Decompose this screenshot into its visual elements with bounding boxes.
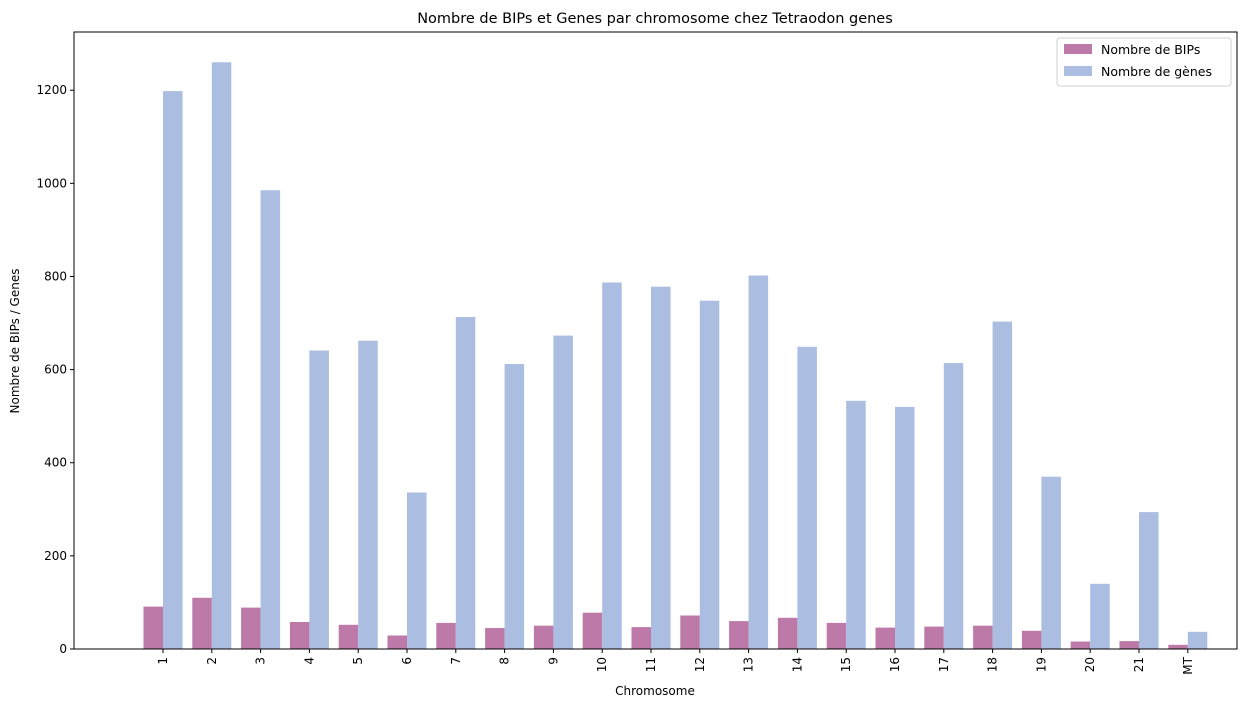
y-tick-label-0: 0 bbox=[59, 642, 67, 656]
bar-genes-15 bbox=[846, 400, 866, 649]
y-tick-label-600: 600 bbox=[44, 363, 67, 377]
legend-swatch-bips bbox=[1064, 44, 1092, 54]
bar-genes-4 bbox=[309, 350, 329, 649]
x-tick-label-7: 7 bbox=[449, 657, 463, 665]
bar-bips-6 bbox=[387, 635, 407, 649]
bar-genes-2 bbox=[211, 62, 232, 650]
bar-bips-12 bbox=[680, 615, 700, 649]
x-tick-label-3: 3 bbox=[254, 657, 268, 665]
bar-bips-15 bbox=[826, 622, 847, 649]
x-axis-ticks: 1 2 3 4 5 6 7 8 9 10 11 12 13 14 15 16 17 18 19 20 21 MT bbox=[156, 649, 1195, 675]
bar-genes-mt bbox=[1187, 631, 1208, 649]
legend: Nombre de BIPs Nombre de gènes bbox=[1056, 37, 1232, 87]
bar-genes-6 bbox=[407, 492, 427, 649]
bar-genes-1 bbox=[163, 91, 183, 650]
y-tick-label-800: 800 bbox=[44, 269, 67, 283]
bar-genes-18 bbox=[992, 321, 1013, 649]
bar-genes-12 bbox=[699, 300, 720, 649]
x-tick-label-15: 15 bbox=[839, 657, 853, 672]
bar-bips-3 bbox=[241, 607, 261, 649]
bar-bips-5 bbox=[338, 624, 359, 649]
bar-genes-3 bbox=[260, 190, 281, 650]
x-tick-label-19: 19 bbox=[1034, 657, 1048, 672]
bar-genes-11 bbox=[651, 286, 671, 649]
x-tick-label-20: 20 bbox=[1083, 657, 1097, 672]
y-axis-ticks: 0 200 400 600 800 1000 1200 bbox=[36, 83, 74, 656]
bar-bips-18 bbox=[973, 625, 993, 649]
bar-bips-2 bbox=[192, 597, 212, 649]
bar-bips-16 bbox=[875, 627, 895, 649]
x-tick-label-17: 17 bbox=[937, 657, 951, 672]
x-tick-label-9: 9 bbox=[546, 657, 560, 665]
x-tick-label-13: 13 bbox=[742, 657, 756, 672]
bar-bips-8 bbox=[485, 628, 505, 649]
plot-frame bbox=[73, 31, 1238, 650]
x-tick-label-10: 10 bbox=[595, 657, 609, 672]
legend-frame bbox=[1056, 37, 1232, 87]
x-tick-label-2: 2 bbox=[205, 657, 219, 665]
x-tick-label-12: 12 bbox=[693, 657, 707, 672]
bar-genes-8 bbox=[504, 364, 525, 649]
bar-bips-21 bbox=[1119, 641, 1139, 649]
x-tick-label-18: 18 bbox=[986, 657, 1000, 672]
bar-bips-20 bbox=[1070, 641, 1091, 649]
x-tick-label-11: 11 bbox=[644, 657, 658, 672]
x-tick-label-14: 14 bbox=[790, 657, 804, 672]
bar-bips-mt bbox=[1168, 644, 1188, 649]
bar-genes-21 bbox=[1139, 512, 1159, 649]
bar-bips-19 bbox=[1021, 630, 1042, 649]
bar-genes-7 bbox=[455, 317, 476, 649]
bar-genes-10 bbox=[602, 282, 622, 649]
bar-bips-17 bbox=[924, 626, 944, 649]
x-tick-label-8: 8 bbox=[498, 657, 512, 665]
x-axis-title: Chromosome bbox=[615, 684, 695, 698]
bar-genes-5 bbox=[358, 340, 378, 649]
y-tick-label-1000: 1000 bbox=[36, 176, 67, 190]
bar-genes-20 bbox=[1090, 583, 1110, 649]
bar-bips-1 bbox=[143, 606, 163, 649]
y-tick-label-200: 200 bbox=[44, 549, 67, 563]
y-tick-label-1200: 1200 bbox=[36, 83, 67, 97]
legend-label-bips: Nombre de BIPs bbox=[1101, 42, 1200, 57]
bar-bips-10 bbox=[582, 612, 603, 649]
bar-genes-17 bbox=[943, 363, 964, 649]
x-tick-label-mt: MT bbox=[1181, 656, 1195, 674]
legend-label-genes: Nombre de gènes bbox=[1101, 64, 1212, 79]
bar-bips-14 bbox=[777, 617, 798, 649]
bar-bips-11 bbox=[631, 627, 651, 649]
bar-genes-16 bbox=[895, 406, 915, 649]
bar-bips-4 bbox=[289, 622, 310, 649]
bar-bips-9 bbox=[533, 625, 554, 649]
x-tick-label-4: 4 bbox=[302, 657, 316, 665]
bar-genes-13 bbox=[748, 275, 769, 649]
x-tick-label-16: 16 bbox=[888, 657, 902, 672]
legend-swatch-genes bbox=[1064, 66, 1092, 76]
bars-group bbox=[143, 62, 1208, 650]
x-tick-label-21: 21 bbox=[1132, 657, 1146, 672]
y-tick-label-400: 400 bbox=[44, 456, 67, 470]
x-tick-label-6: 6 bbox=[400, 657, 414, 665]
y-axis-title: Nombre de BIPs / Genes bbox=[8, 269, 22, 414]
bar-genes-9 bbox=[553, 335, 573, 649]
bar-bips-7 bbox=[436, 622, 456, 649]
bar-genes-14 bbox=[797, 346, 817, 649]
chart-title: Nombre de BIPs et Genes par chromosome c… bbox=[417, 11, 893, 27]
bar-bips-13 bbox=[729, 621, 749, 649]
x-tick-label-1: 1 bbox=[156, 657, 170, 665]
x-tick-label-5: 5 bbox=[351, 657, 365, 665]
bar-genes-19 bbox=[1041, 476, 1061, 649]
